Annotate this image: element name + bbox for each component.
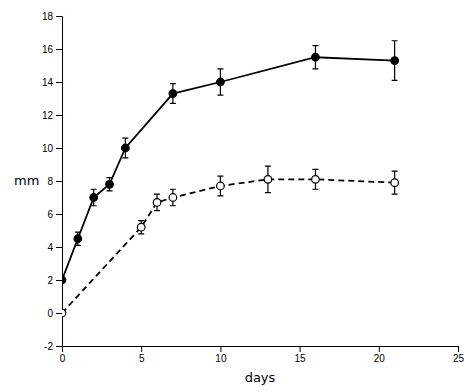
point [312, 53, 320, 61]
point [122, 144, 130, 152]
axis-line [56, 17, 63, 347]
series [62, 166, 398, 317]
tick-label: 8 [47, 176, 53, 187]
tick-mark [56, 148, 62, 149]
point [217, 182, 225, 190]
point [217, 78, 225, 86]
tick-label: 15 [295, 353, 307, 364]
tick-mark [141, 346, 142, 352]
tick: 12 [42, 110, 62, 121]
point [169, 90, 177, 98]
tick-label: 12 [42, 110, 54, 121]
tick-label: 10 [215, 353, 227, 364]
line [62, 57, 395, 280]
line [62, 179, 395, 313]
tick: 8 [47, 176, 62, 187]
tick-mark [220, 346, 221, 352]
tick-mark [56, 82, 62, 83]
tick-label: 6 [47, 209, 53, 220]
tick-label: 2 [47, 275, 53, 286]
point [90, 194, 98, 202]
point [106, 181, 114, 189]
error-bar [170, 189, 176, 206]
error-bar [312, 46, 318, 69]
tick: 2 [47, 275, 62, 286]
point [62, 309, 66, 317]
tick-label: 5 [139, 353, 145, 364]
tick-mark [56, 247, 62, 248]
tick: 6 [47, 209, 62, 220]
error-bar [170, 84, 176, 104]
tick-mark [458, 346, 459, 352]
tick-label: 4 [47, 242, 53, 253]
tick-mark [56, 214, 62, 215]
error-bar [392, 171, 398, 194]
error-bar [265, 166, 271, 192]
tick-mark [300, 346, 301, 352]
tick-mark [56, 16, 62, 17]
tick-mark [56, 280, 62, 281]
point [264, 176, 272, 184]
plot: 0 5 10 15 20 25 -2 0 2 4 6 8 10 12 14 16 18 [42, 11, 465, 364]
error-bar [217, 176, 223, 196]
tick-label: 16 [42, 44, 54, 55]
tick: 16 [42, 44, 62, 55]
point [312, 176, 320, 184]
tick-label: 0 [60, 353, 66, 364]
tick-mark [379, 346, 380, 352]
tick-mark [56, 49, 62, 50]
tick: 14 [42, 77, 62, 88]
point [74, 235, 82, 243]
y-axis-title: mm [14, 173, 39, 188]
tick-label: 10 [42, 143, 54, 154]
point [137, 223, 145, 231]
x-axis: 0 5 10 15 20 25 [60, 346, 465, 364]
error-bar [217, 69, 223, 95]
x-axis-title: days [245, 370, 276, 385]
tick: 4 [47, 242, 62, 253]
series [62, 41, 398, 284]
tick-label: 14 [42, 77, 54, 88]
axis-line [63, 347, 459, 353]
tick: 20 [374, 346, 386, 364]
tick: 15 [295, 346, 307, 364]
tick: 10 [42, 143, 62, 154]
error-bar [312, 169, 318, 189]
tick: 0 [60, 346, 66, 364]
tick-mark [56, 115, 62, 116]
tick-label: 20 [374, 353, 386, 364]
tick-label: 0 [47, 308, 53, 319]
tick-label: 18 [42, 11, 54, 22]
point [62, 276, 66, 284]
y-axis: -2 0 2 4 6 8 10 12 14 16 18 [42, 11, 63, 352]
error-bar [154, 194, 160, 211]
point [391, 57, 399, 65]
tick-label: 25 [453, 353, 465, 364]
error-bar [392, 41, 398, 81]
point [153, 199, 161, 207]
chart: 0 5 10 15 20 25 -2 0 2 4 6 8 10 12 14 16 18 days mm [0, 0, 476, 392]
point [169, 194, 177, 202]
tick-label: -2 [44, 341, 53, 352]
point [391, 179, 399, 187]
marks [62, 41, 398, 317]
tick: 25 [453, 346, 465, 364]
tick: 5 [139, 346, 145, 364]
tick: 18 [42, 11, 62, 22]
tick: -2 [44, 341, 62, 352]
tick-mark [56, 313, 62, 314]
tick: 10 [215, 346, 227, 364]
tick-mark [56, 181, 62, 182]
tick: 0 [47, 308, 62, 319]
tick-mark [56, 346, 62, 347]
